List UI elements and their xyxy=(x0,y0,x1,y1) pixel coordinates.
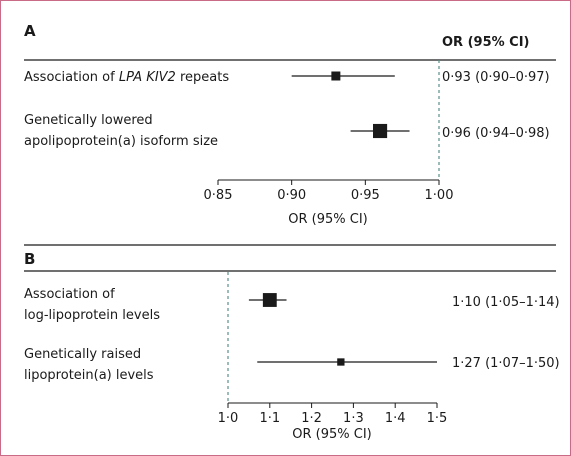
panel-a-tick-label-2: 0·90 xyxy=(277,188,306,203)
panel-a-row-2-label-line-1: Genetically lowered xyxy=(24,113,153,128)
panel-b-row-1-label-line-2: log-lipoprotein levels xyxy=(24,308,160,323)
panel-a-plot: 0·85 0·90 0·95 1·00 xyxy=(204,60,454,203)
panel-a-ci-header: OR (95% CI) xyxy=(442,35,530,50)
panel-a-tick-label-3: 0·95 xyxy=(351,188,380,203)
panel-a-row-1-label-part-3: repeats xyxy=(176,70,230,85)
panel-b-row-1-ci-text: 1·10 (1·05–1·14) xyxy=(452,295,560,310)
panel-b: B Association of log-lipoprotein levels … xyxy=(24,250,560,442)
panel-a-tick-label-1: 0·85 xyxy=(204,188,233,203)
panel-a-row-2-label-line-2: apolipoprotein(a) isoform size xyxy=(24,134,218,149)
panel-b-tick-label-1: 1·0 xyxy=(218,411,239,426)
panel-a-tick-label-4: 1·00 xyxy=(425,188,454,203)
panel-a-letter: A xyxy=(24,22,36,40)
panel-b-row-2-label-line-2: lipoprotein(a) levels xyxy=(24,368,154,383)
panel-b-row-2-label-line-1: Genetically raised xyxy=(24,347,141,362)
panel-b-x-axis-label: OR (95% CI) xyxy=(292,427,371,442)
panel-b-row-1-point-estimate xyxy=(262,293,277,307)
panel-a-x-axis-label: OR (95% CI) xyxy=(288,212,367,227)
panel-b-letter: B xyxy=(24,250,35,268)
panel-b-plot: 1·0 1·1 1·2 1·3 1·4 1·5 xyxy=(218,272,448,426)
panel-a-row-1-label-part-2: LPA KIV2 xyxy=(119,70,176,85)
panel-a-row-1-label: Association of LPA KIV2 repeats xyxy=(24,70,229,85)
panel-a: A OR (95% CI) Association of LPA KIV2 re… xyxy=(24,22,556,246)
panel-a-row-1-label-part-1: Association of xyxy=(24,70,119,85)
panel-b-tick-label-5: 1·4 xyxy=(385,411,406,426)
panel-b-row-2-point-estimate xyxy=(337,358,345,366)
panel-b-row-1-label-line-1: Association of xyxy=(24,287,115,302)
panel-a-row-1-point-estimate xyxy=(331,71,341,81)
panel-a-row-1-ci-text: 0·93 (0·90–0·97) xyxy=(442,70,550,85)
panel-b-tick-label-4: 1·3 xyxy=(343,411,364,426)
panel-a-row-2-ci-text: 0·96 (0·94–0·98) xyxy=(442,126,550,141)
panel-b-tick-label-2: 1·1 xyxy=(259,411,280,426)
panel-a-row-2-point-estimate xyxy=(373,123,388,139)
panel-b-tick-label-6: 1·5 xyxy=(427,411,448,426)
panel-b-row-2-ci-text: 1·27 (1·07–1·50) xyxy=(452,356,560,371)
panel-b-tick-label-3: 1·2 xyxy=(301,411,322,426)
